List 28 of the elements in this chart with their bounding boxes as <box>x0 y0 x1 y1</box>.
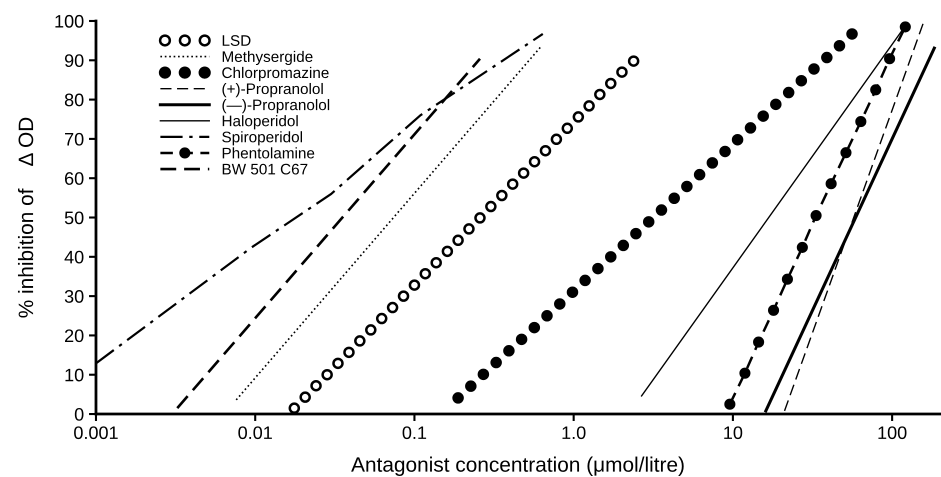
y-axis-title: % inhibition of Δ OD <box>18 118 34 318</box>
legend-label: Haloperidol <box>222 115 298 130</box>
x-tick-label: 1.0 <box>562 426 586 440</box>
legend-label: (+)-Propranolol <box>222 82 323 98</box>
x-tick-label: 0.001 <box>74 426 118 440</box>
y-tick-label: 60 <box>65 172 84 185</box>
y-tick-label: 30 <box>64 290 84 303</box>
x-tick-label: 0.1 <box>402 426 426 440</box>
x-tick-label: 10 <box>724 426 742 440</box>
legend-label: Spiroperidol <box>222 131 302 146</box>
y-tick-label: 90 <box>64 54 84 68</box>
legend-label: Phentolamine <box>222 147 314 158</box>
y-tick-label: 10 <box>65 368 84 382</box>
y-tick-label: 0 <box>74 408 84 421</box>
x-tick-label: 100 <box>878 426 906 440</box>
legend-label: BW 501 C67 <box>222 164 308 175</box>
y-tick-label: 70 <box>65 132 84 146</box>
legend-label: LSD <box>222 35 250 46</box>
y-tick-label: 100 <box>55 14 84 28</box>
legend-label: Methysergide <box>222 50 313 66</box>
y-tick-label: 50 <box>64 211 84 224</box>
legend-label: (—)-Propranolol <box>222 99 330 114</box>
y-tick-label: 20 <box>65 329 84 342</box>
y-tick-label: 40 <box>64 250 84 264</box>
x-tick-label: 0.01 <box>238 426 272 440</box>
y-tick-label: 80 <box>64 94 84 106</box>
legend-label: Chlorpromazine <box>222 66 329 82</box>
x-axis-title: Antagonist concentration (μmol/litre) <box>351 456 684 476</box>
